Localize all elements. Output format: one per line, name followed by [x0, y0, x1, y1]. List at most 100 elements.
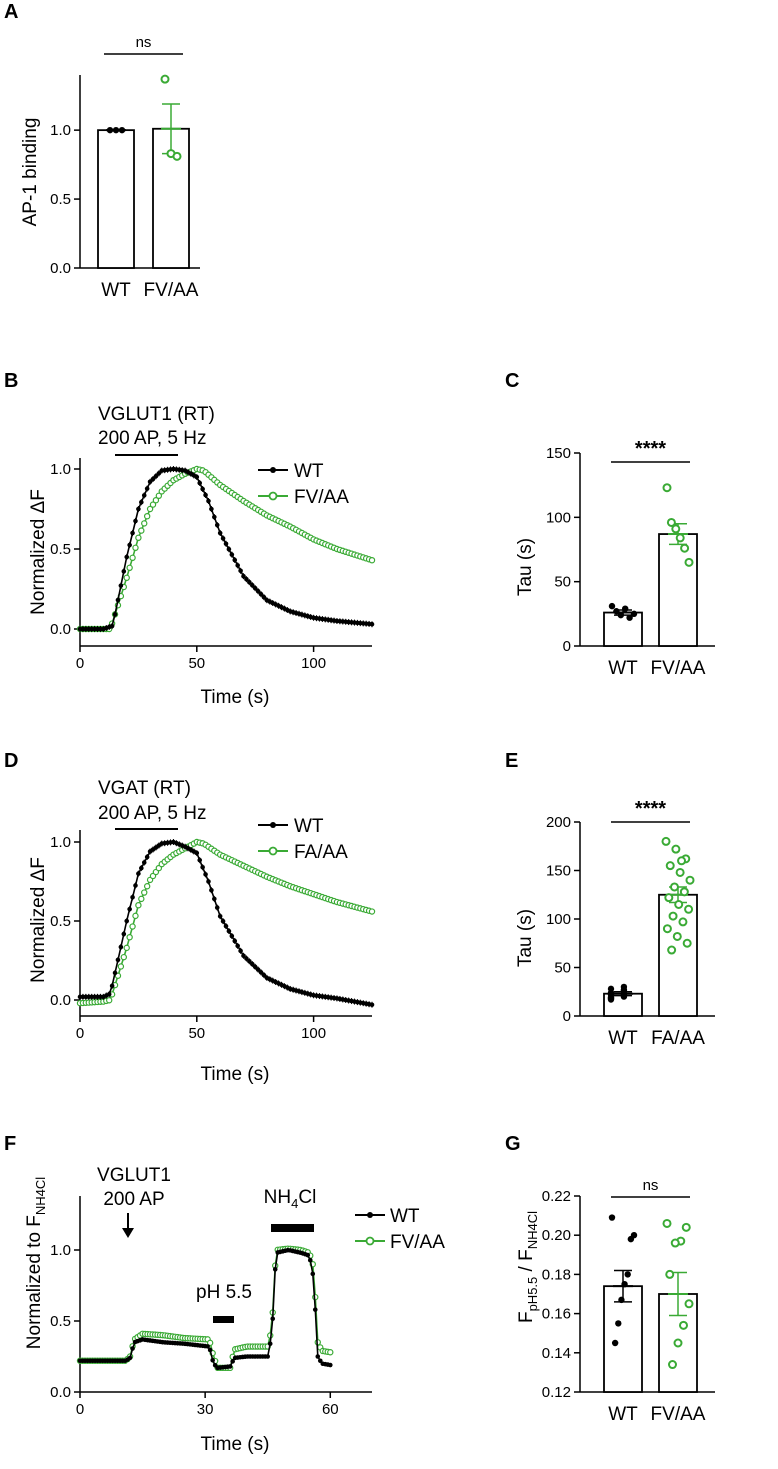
- panel-d-point-mutant: [123, 944, 130, 952]
- panel-g-bar-wt: [603, 1285, 643, 1393]
- panel-b-y-tick-label: 1.0: [50, 461, 71, 478]
- panel-e-point-mutant: [671, 844, 681, 854]
- panel-g-chart: 0.12 0.14 0.16 0.18 0.20 0.22 WT FV/AA ns: [542, 1177, 715, 1425]
- panel-d-point-wt: [118, 944, 124, 950]
- panel-d-point-wt: [252, 964, 258, 970]
- panel-e-chart: 0 50 100 150 200 WT FA/AA ****: [546, 798, 715, 1049]
- panel-f-legend: WT FV/AA: [355, 1206, 445, 1253]
- panel-g-point-mutant: [681, 1222, 691, 1232]
- panel-d-point-wt: [136, 871, 141, 876]
- panel-a-chart: 0.0 0.5 1.0 WT FV/AA ns: [50, 34, 200, 301]
- panel-g-y-tick-label: 0.16: [542, 1306, 571, 1323]
- panel-f-point-wt: [230, 1359, 235, 1364]
- panel-e-point-wt: [620, 986, 628, 994]
- panel-e-y-tick-label: 50: [554, 960, 571, 977]
- panel-b-y-tick-label: 0.0: [50, 621, 71, 638]
- legend-d-wt-marker: [270, 822, 276, 828]
- panel-b-chart: 0.0 0.5 1.0 0 50 100: [50, 458, 376, 672]
- panel-letter-d: D: [4, 750, 18, 772]
- panel-d-point-wt: [241, 953, 246, 959]
- panel-d-point-mutant: [117, 963, 125, 970]
- panel-d-point-wt: [235, 943, 240, 949]
- panel-d-point-wt: [261, 972, 267, 978]
- panel-e-point-wt: [607, 996, 615, 1003]
- panel-e-point-mutant: [675, 867, 685, 877]
- legend-d-wt-label: WT: [294, 816, 324, 837]
- panel-a-y-tick-label: 0.0: [50, 260, 71, 277]
- panel-b-point-wt: [238, 568, 243, 574]
- panel-e-y-tick-label: 150: [546, 863, 571, 880]
- panel-d-point-mutant: [126, 933, 133, 941]
- panel-b-y-tick-label: 0.5: [50, 541, 71, 558]
- panel-b-point-wt: [139, 499, 144, 505]
- panel-e-point-mutant: [685, 875, 695, 885]
- panel-a-point-wt: [118, 126, 126, 134]
- panel-f-xlabel: Time (s): [201, 1434, 270, 1455]
- panel-c-category-label: FV/AA: [651, 658, 706, 679]
- panel-c-point-mutant: [671, 524, 681, 534]
- panel-f-annotation-line2: 200 AP: [103, 1189, 164, 1210]
- panel-a-y-tick-label: 0.5: [50, 191, 71, 208]
- panel-b-point-wt: [212, 514, 217, 520]
- panel-d-x-tick-label: 100: [301, 1025, 326, 1042]
- panel-f-chart: 0.0 0.5 1.0 0 30 60: [50, 1196, 372, 1418]
- panel-e-point-mutant: [674, 899, 684, 909]
- panel-b-point-wt: [200, 486, 205, 492]
- panel-d-y-tick-label: 0.5: [50, 913, 71, 930]
- panel-b-point-wt: [203, 492, 208, 498]
- legend-f-mut-marker: [365, 1236, 375, 1246]
- panel-b-point-wt: [255, 588, 261, 594]
- panel-d-point-wt: [209, 887, 214, 893]
- panel-f-ph-label: pH 5.5: [196, 1282, 252, 1303]
- panel-b-point-mutant: [152, 497, 160, 504]
- panel-b-point-wt: [249, 582, 255, 588]
- panel-b-point-mutant: [155, 492, 163, 499]
- panel-f-point-wt: [130, 1346, 135, 1351]
- legend-d-mut-marker: [268, 846, 278, 856]
- legend-b-wt-label: WT: [294, 461, 324, 482]
- panel-g-point-wt: [627, 1235, 635, 1243]
- panel-letter-f: F: [4, 1133, 16, 1155]
- panel-c-point-wt: [622, 605, 629, 612]
- panel-e-point-mutant: [677, 856, 687, 866]
- panel-b-point-wt: [136, 506, 141, 512]
- panel-f-point-wt: [270, 1316, 276, 1322]
- panel-d-point-wt: [194, 850, 200, 856]
- panel-f-point-mutant: [327, 1349, 334, 1356]
- panel-f-ph-bar: [213, 1316, 234, 1323]
- panel-c-y-tick-label: 100: [546, 509, 571, 526]
- panel-b-point-mutant: [132, 544, 139, 552]
- panel-g-significance-label: ns: [643, 1177, 659, 1194]
- panel-d-xlabel: Time (s): [201, 1064, 270, 1085]
- panel-f-point-wt: [227, 1364, 233, 1369]
- panel-d-point-wt: [223, 923, 229, 929]
- panel-d-point-mutant: [141, 889, 148, 896]
- panel-b-point-mutant: [368, 557, 376, 564]
- panel-e-significance-label: ****: [635, 798, 666, 820]
- panel-c-ylabel: Tau (s): [515, 538, 536, 596]
- panel-a-point-mutant: [160, 74, 170, 84]
- panel-e-point-mutant: [665, 861, 675, 871]
- panel-b-point-mutant: [129, 554, 136, 562]
- panel-d-ylabel: Normalized ΔF: [28, 857, 49, 983]
- panel-c-point-mutant: [662, 483, 672, 493]
- panel-letter-e: E: [505, 750, 518, 772]
- panel-b-point-wt: [156, 471, 162, 476]
- panel-d-x-tick-label: 50: [188, 1025, 205, 1042]
- panel-c-point-wt: [613, 608, 620, 615]
- panel-g-point-mutant: [662, 1218, 672, 1228]
- panel-d-point-mutant: [138, 895, 145, 903]
- panel-e-point-mutant: [678, 917, 688, 927]
- panel-f-line-wt: [80, 1249, 331, 1369]
- panel-e-point-mutant: [679, 887, 689, 897]
- legend-f-wt-label: WT: [390, 1206, 420, 1227]
- panel-b-point-wt: [141, 493, 147, 498]
- panel-g-point-mutant: [679, 1320, 688, 1330]
- panel-b-point-wt: [223, 541, 229, 547]
- panel-d-point-wt: [214, 905, 220, 910]
- panel-b-point-wt: [217, 530, 223, 536]
- panel-d-point-wt: [144, 854, 150, 860]
- panel-e-point-mutant: [664, 893, 674, 903]
- panel-b-point-wt: [244, 576, 249, 582]
- panel-e-point-mutant: [669, 882, 679, 892]
